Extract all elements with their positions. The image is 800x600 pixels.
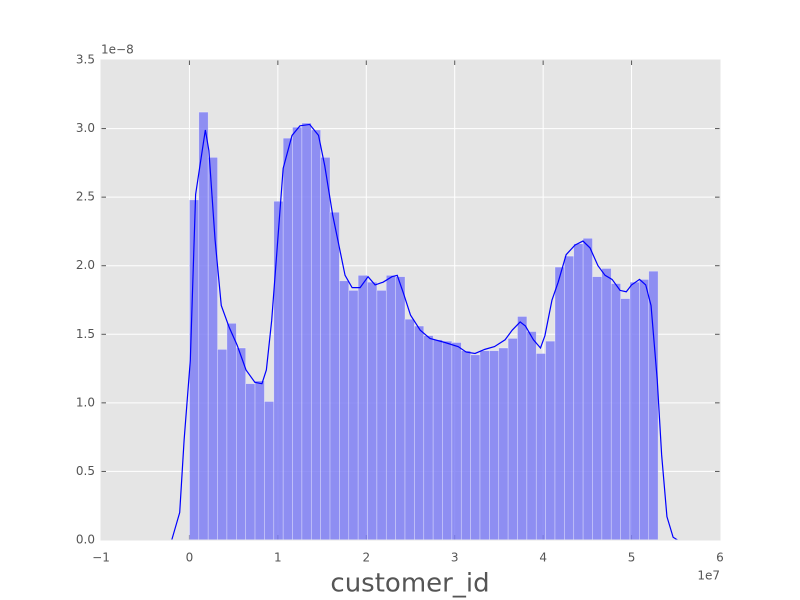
x-tick-label: 6 (716, 551, 724, 565)
bar (564, 255, 575, 541)
bar (217, 349, 228, 541)
y-tick-label: 2.0 (76, 258, 95, 272)
y-tick-label: 2.5 (76, 190, 95, 204)
bar (451, 342, 462, 541)
y-tick-label: 0.5 (76, 464, 95, 478)
bar (404, 318, 415, 541)
bar (442, 340, 453, 541)
bar (620, 298, 631, 541)
bar (573, 243, 584, 541)
x-tick-label: 5 (628, 551, 636, 565)
bar (601, 268, 612, 541)
bar (357, 275, 368, 541)
bar (282, 137, 293, 541)
bar (198, 111, 209, 541)
bar (610, 283, 621, 541)
bar (479, 350, 490, 541)
bar (526, 331, 537, 541)
bar (507, 338, 518, 541)
bar (554, 266, 565, 541)
x-tick-label: 2 (362, 551, 370, 565)
y-tick-label: 1.5 (76, 327, 95, 341)
y-tick-label: 3.5 (76, 53, 95, 67)
bar (329, 211, 340, 541)
bar (301, 122, 312, 541)
bar (348, 290, 359, 541)
bar (423, 335, 434, 541)
bar (545, 340, 556, 541)
bar (489, 350, 500, 541)
bar (226, 323, 237, 541)
bar (339, 280, 350, 541)
bar (273, 200, 284, 541)
bar (376, 290, 387, 541)
bar (639, 279, 650, 541)
bar (648, 270, 659, 541)
bar (432, 339, 443, 541)
bar (629, 281, 640, 541)
bar (535, 353, 546, 541)
y-tick-label: 3.0 (76, 121, 95, 135)
x-tick-label: 1 (274, 551, 282, 565)
x-tick-label: 0 (186, 551, 194, 565)
x-axis-label: customer_id (330, 569, 489, 599)
bar (367, 281, 378, 541)
bar (254, 380, 265, 541)
plot-frame (100, 59, 721, 541)
x-tick-label: −1 (92, 551, 110, 565)
bar (292, 126, 303, 541)
x-tick-label: 3 (451, 551, 459, 565)
x-tick-label: 4 (539, 551, 547, 565)
bar (498, 347, 509, 541)
x-offset-label: 1e7 (697, 569, 720, 583)
bar (320, 157, 331, 541)
bar (310, 129, 321, 541)
bar (582, 237, 593, 541)
bar (460, 350, 471, 541)
y-tick-label: 0.0 (76, 533, 95, 547)
bar (517, 316, 528, 541)
bar (414, 325, 425, 541)
bar (395, 276, 406, 541)
bar (245, 383, 256, 541)
bar (592, 276, 603, 541)
bar (235, 347, 246, 541)
y-tick-label: 1.0 (76, 395, 95, 409)
kde-line (171, 123, 678, 541)
bar (264, 401, 275, 541)
bar (385, 275, 396, 541)
y-offset-label: 1e−8 (101, 43, 134, 57)
bar (470, 354, 481, 541)
